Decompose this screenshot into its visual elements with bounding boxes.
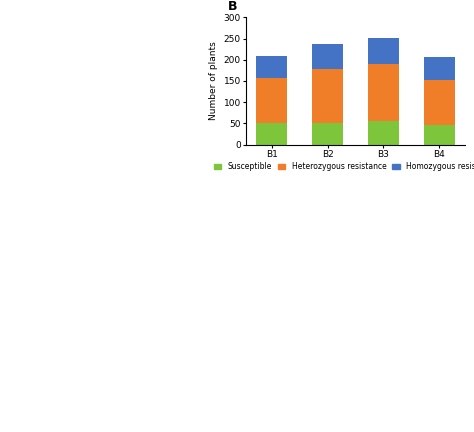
Bar: [424, 57, 455, 80]
Bar: [312, 69, 343, 123]
Bar: [256, 56, 287, 79]
Bar: [256, 124, 287, 145]
Bar: [368, 64, 399, 121]
Y-axis label: Number of plants: Number of plants: [209, 41, 218, 121]
Legend: Susceptible, Heterozygous resistance, Homozygous resistance: Susceptible, Heterozygous resistance, Ho…: [214, 162, 474, 171]
Bar: [424, 125, 455, 145]
Bar: [312, 123, 343, 145]
Bar: [312, 44, 343, 69]
Bar: [368, 38, 399, 64]
Bar: [368, 121, 399, 145]
Text: B: B: [228, 0, 237, 13]
Bar: [424, 80, 455, 125]
Bar: [256, 79, 287, 124]
